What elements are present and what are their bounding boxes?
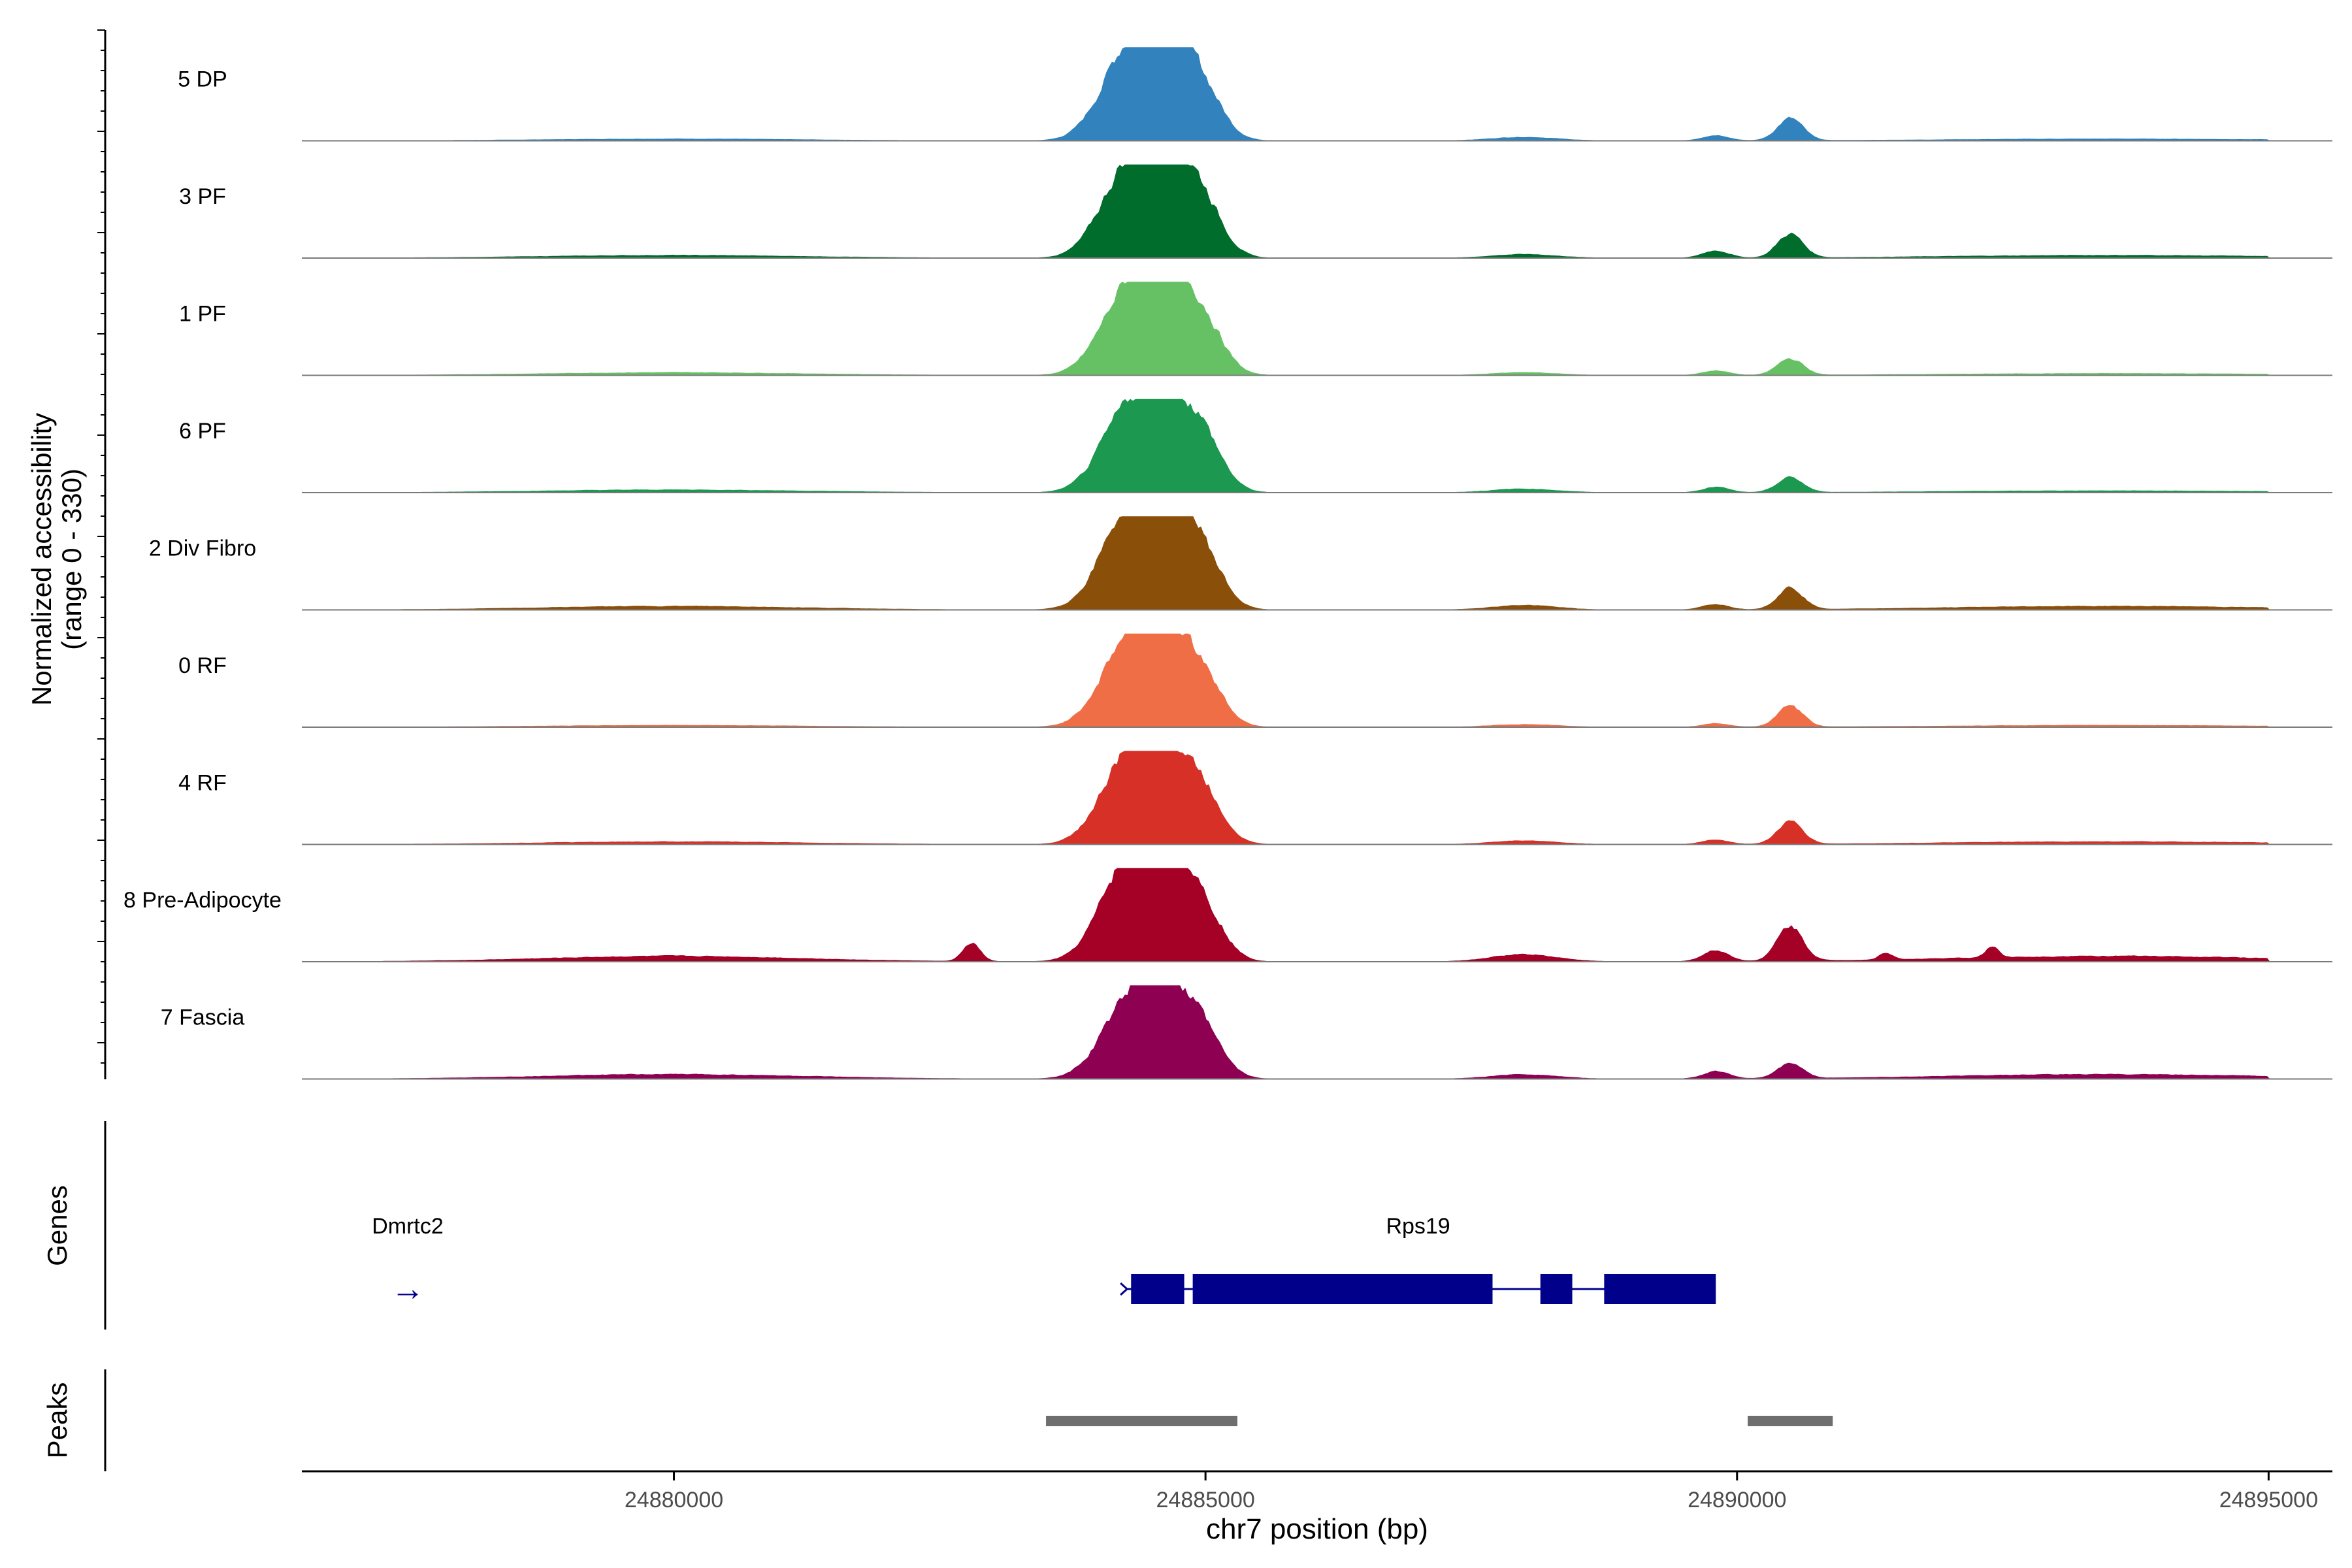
gene-exon [1192,1274,1493,1304]
x-tick-label: 24885000 [1156,1488,1255,1512]
track-label: 3 PF [179,184,226,209]
track-1: 3 PF [179,164,2332,259]
track-label: 0 RF [178,653,227,678]
y-axis-label-line2: (range 0 - 330) [56,468,87,650]
track-2: 1 PF [179,282,2332,376]
x-tick-label: 24880000 [625,1488,723,1512]
genes-label: Genes [42,1185,73,1266]
x-tick-label: 24895000 [2219,1488,2318,1512]
x-axis-label: chr7 position (bp) [1206,1513,1428,1545]
track-label: 6 PF [179,419,226,444]
gene-exon [1540,1274,1573,1304]
coverage-tracks: 5 DP 3 PF 1 PF 6 PF 2 Div Fibro 0 RF 4 RF 8 Pre… [123,47,2332,1080]
peak-region [1046,1416,1237,1426]
track-label: 8 Pre-Adipocyte [123,888,282,913]
track-signal [302,164,2332,259]
track-label: 7 Fascia [161,1005,245,1030]
gene-dmrtc2: Dmrtc2 → [372,1214,444,1308]
track-label: 2 Div Fibro [149,536,256,561]
gene-label: Rps19 [1386,1214,1450,1239]
track-3: 6 PF [179,399,2332,493]
peak-region [1748,1416,1833,1426]
gene-exon [1604,1274,1716,1304]
track-label: 5 DP [178,67,227,92]
track-6: 4 RF [178,751,2332,845]
gene-exon [1131,1274,1184,1304]
track-signal [302,633,2332,728]
gene-label: Dmrtc2 [372,1214,444,1239]
track-8: 7 Fascia [161,985,2332,1080]
track-label: 4 RF [178,771,227,796]
track-signal [302,751,2332,845]
gene-strand-chevron [1120,1282,1129,1296]
peaks-label: Peaks [42,1382,73,1459]
gene-rps19: Rps19 [1120,1214,1716,1304]
peak-regions [1046,1416,1833,1426]
y-axis-ticks [97,29,105,1064]
x-axis-ticks: 24880000 24885000 24890000 24895000 [625,1471,2318,1512]
track-signal [302,47,2332,141]
gene-annotations: Dmrtc2 → Rps19 [372,1214,1716,1308]
track-signal [302,282,2332,376]
track-0: 5 DP [178,47,2332,142]
track-signal [302,868,2332,962]
y-axis-label-line1: Normalized accessibility [26,413,57,706]
track-signal [302,399,2332,493]
track-signal [302,516,2332,610]
gene-strand-arrow: → [391,1270,425,1308]
track-7: 8 Pre-Adipocyte [123,868,2332,962]
x-tick-label: 24890000 [1688,1488,1786,1512]
track-5: 0 RF [178,633,2332,728]
track-label: 1 PF [179,302,226,327]
track-signal [302,985,2332,1079]
track-4: 2 Div Fibro [149,516,2332,611]
